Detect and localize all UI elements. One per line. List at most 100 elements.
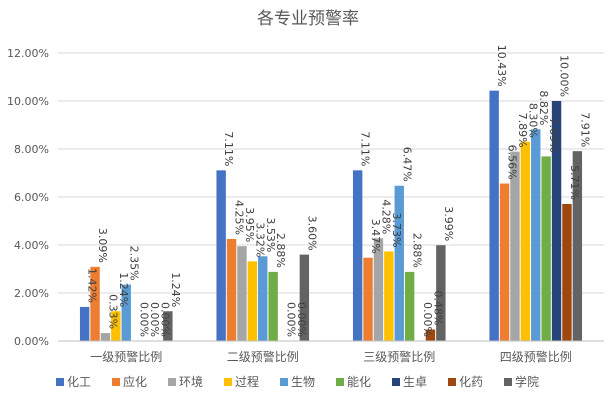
data-label: 3.60% xyxy=(305,216,318,251)
data-label: 0.00% xyxy=(148,302,161,337)
data-label: 1.24% xyxy=(169,272,182,307)
bar xyxy=(562,203,572,341)
bar xyxy=(299,254,310,341)
data-label: 7.91% xyxy=(578,112,591,147)
bar xyxy=(352,170,363,341)
bar xyxy=(100,333,111,341)
bar xyxy=(111,311,121,341)
bar xyxy=(510,151,520,341)
x-tick-label: 四级预警比例 xyxy=(500,349,572,364)
legend: 化工 应化 环境 过程 生物 能化 生卓 化药 学院 xyxy=(56,374,539,389)
data-label: 3.99% xyxy=(442,206,455,241)
legend-swatch xyxy=(336,378,344,386)
data-label: 3.53% xyxy=(264,217,277,252)
bar xyxy=(394,185,404,341)
legend-label: 化工 xyxy=(67,375,91,389)
data-label: 5.71% xyxy=(568,165,581,200)
data-label: 3.32% xyxy=(253,222,266,257)
legend-swatch xyxy=(56,378,64,386)
legend-label: 能化 xyxy=(347,375,371,389)
data-label: 3.73% xyxy=(390,213,403,248)
data-label: 2.88% xyxy=(411,233,424,268)
bar xyxy=(572,151,583,341)
bar xyxy=(531,129,541,341)
data-label: 0.00% xyxy=(421,302,434,337)
data-label: 1.42% xyxy=(86,268,99,303)
data-label: 4.25% xyxy=(233,200,246,235)
bar xyxy=(216,170,226,341)
bar xyxy=(268,271,278,341)
legend-swatch xyxy=(224,378,232,386)
legend-swatch xyxy=(448,378,456,386)
data-label: 3.47% xyxy=(369,219,382,254)
legend-label: 应化 xyxy=(123,374,147,389)
bar xyxy=(520,141,531,341)
data-label: 7.69% xyxy=(547,117,560,152)
bar xyxy=(163,311,173,341)
y-tick-label: 4.00% xyxy=(14,239,49,252)
bar xyxy=(489,90,499,342)
bar xyxy=(404,271,415,341)
legend-label: 生物 xyxy=(291,375,315,389)
y-tick-label: 12.00% xyxy=(7,47,49,60)
data-label: 7.89% xyxy=(516,113,529,148)
data-label: 10.43% xyxy=(495,45,508,87)
data-label: 0.00% xyxy=(285,302,298,337)
legend-label: 学院 xyxy=(515,374,539,389)
legend-label: 环境 xyxy=(179,374,203,389)
data-label: 4.28% xyxy=(379,199,392,234)
legend-swatch xyxy=(112,378,120,386)
bar xyxy=(226,239,237,341)
bar xyxy=(237,246,247,341)
bar xyxy=(373,238,384,341)
data-label: 10.00% xyxy=(558,55,571,97)
legend-swatch xyxy=(504,378,512,386)
bar xyxy=(363,257,373,341)
data-label: 0.00% xyxy=(158,302,171,337)
data-label: 2.35% xyxy=(127,246,140,281)
bar xyxy=(90,266,100,341)
data-label: 6.47% xyxy=(400,147,413,182)
x-tick-label: 一级预警比例 xyxy=(90,349,162,364)
bars xyxy=(79,90,583,342)
legend-label: 生卓 xyxy=(403,375,427,389)
bar xyxy=(499,183,510,341)
bar xyxy=(258,256,268,341)
data-label: 1.24% xyxy=(117,272,130,307)
chart-title: 各专业预警率 xyxy=(257,9,359,29)
y-tick-label: 8.00% xyxy=(14,143,49,156)
data-label: 8.82% xyxy=(537,90,550,125)
bar xyxy=(384,251,394,341)
bar xyxy=(247,261,258,341)
data-label: 8.30% xyxy=(526,103,539,138)
bar xyxy=(541,156,551,341)
data-label: 3.09% xyxy=(96,228,109,263)
data-label: 0.33% xyxy=(106,294,119,329)
data-label: 0.00% xyxy=(138,302,151,337)
data-label: 0.48% xyxy=(431,291,444,326)
x-tick-label: 二级预警比例 xyxy=(227,349,299,364)
y-tick-label: 0.00% xyxy=(14,335,49,348)
data-label: 7.11% xyxy=(359,131,372,166)
bar xyxy=(551,101,562,341)
y-tick-label: 2.00% xyxy=(14,287,49,300)
y-tick-label: 10.00% xyxy=(7,95,49,108)
legend-label: 化药 xyxy=(459,375,483,389)
legend-swatch xyxy=(280,378,288,386)
data-label: 2.88% xyxy=(274,233,287,268)
bar xyxy=(425,329,436,341)
legend-swatch xyxy=(168,378,176,386)
y-tick-label: 6.00% xyxy=(14,191,49,204)
data-labels: 1.42%3.09%0.33%1.24%2.35%0.00%0.00%0.00%… xyxy=(86,45,592,337)
data-label: 0.00% xyxy=(295,302,308,337)
x-tick-label: 三级预警比例 xyxy=(363,349,435,364)
data-label: 6.56% xyxy=(506,145,519,180)
data-label: 3.95% xyxy=(243,207,256,242)
legend-swatch xyxy=(392,378,400,386)
bar xyxy=(79,306,90,341)
legend-label: 过程 xyxy=(235,374,259,389)
axes: 0.00% 2.00% 4.00% 6.00% 8.00% 10.00% 12.00% 一级预… xyxy=(7,47,604,364)
bar xyxy=(436,245,446,341)
bar xyxy=(121,284,131,341)
